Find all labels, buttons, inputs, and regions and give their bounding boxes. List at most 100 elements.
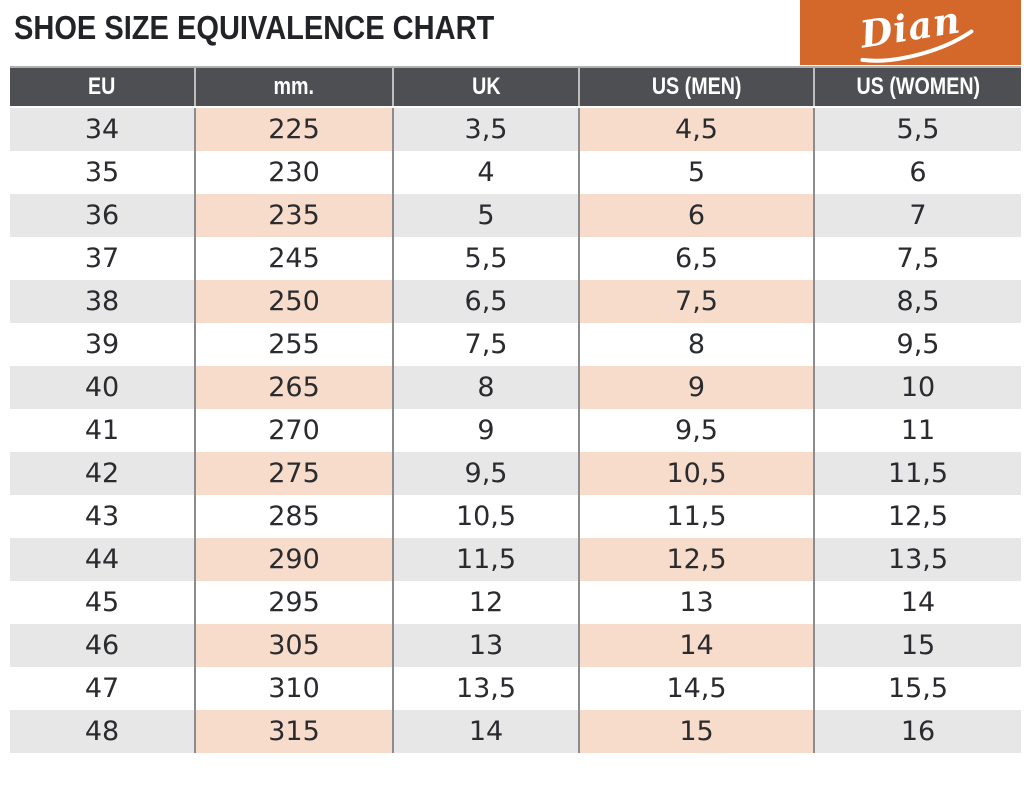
cell-mm: 230 xyxy=(194,151,393,194)
cell-eu: 37 xyxy=(10,237,195,280)
cell-uk: 12 xyxy=(392,581,579,624)
cell-us-women: 15,5 xyxy=(813,667,1021,710)
cell-mm: 290 xyxy=(194,538,393,581)
cell-us-men: 13 xyxy=(578,581,814,624)
table-row: 35 230 4 5 6 xyxy=(10,151,1021,194)
brand-logo-inner: Dian xyxy=(857,0,974,63)
cell-mm: 235 xyxy=(194,194,393,237)
cell-eu: 48 xyxy=(10,710,195,753)
cell-eu: 34 xyxy=(10,107,195,151)
cell-us-men: 12,5 xyxy=(578,538,814,581)
table-row: 38 250 6,5 7,5 8,5 xyxy=(10,280,1021,323)
column-header-label: mm. xyxy=(273,73,315,100)
size-chart-header-row: EU mm. UK US (MEN) US (WOMEN) xyxy=(10,66,1021,108)
cell-uk: 5,5 xyxy=(392,237,579,280)
cell-mm: 305 xyxy=(194,624,393,667)
cell-uk: 11,5 xyxy=(392,538,579,581)
cell-mm: 275 xyxy=(194,452,393,495)
cell-mm: 245 xyxy=(194,237,393,280)
column-header-label: US (MEN) xyxy=(651,73,742,100)
cell-us-men: 4,5 xyxy=(578,107,814,151)
cell-eu: 46 xyxy=(10,624,195,667)
cell-eu: 38 xyxy=(10,280,195,323)
cell-us-women: 11,5 xyxy=(813,452,1021,495)
logo-swash-icon xyxy=(860,29,974,63)
cell-us-women: 12,5 xyxy=(813,495,1021,538)
cell-eu: 43 xyxy=(10,495,195,538)
cell-us-men: 9 xyxy=(578,366,814,409)
cell-us-women: 7 xyxy=(813,194,1021,237)
table-row: 40 265 8 9 10 xyxy=(10,366,1021,409)
cell-uk: 13,5 xyxy=(392,667,579,710)
column-header-label: UK xyxy=(471,73,501,100)
cell-us-men: 14,5 xyxy=(578,667,814,710)
cell-mm: 315 xyxy=(194,710,393,753)
table-row: 44 290 11,5 12,5 13,5 xyxy=(10,538,1021,581)
cell-eu: 40 xyxy=(10,366,195,409)
cell-us-men: 7,5 xyxy=(578,280,814,323)
cell-uk: 9 xyxy=(392,409,579,452)
cell-eu: 35 xyxy=(10,151,195,194)
cell-eu: 47 xyxy=(10,667,195,710)
cell-mm: 265 xyxy=(194,366,393,409)
column-header-label: US (WOMEN) xyxy=(856,73,980,100)
cell-mm: 250 xyxy=(194,280,393,323)
brand-logo: Dian xyxy=(800,0,1021,65)
cell-eu: 44 xyxy=(10,538,195,581)
cell-us-men: 15 xyxy=(578,710,814,753)
table-row: 34 225 3,5 4,5 5,5 xyxy=(10,107,1021,151)
cell-us-women: 15 xyxy=(813,624,1021,667)
cell-eu: 41 xyxy=(10,409,195,452)
cell-eu: 39 xyxy=(10,323,195,366)
cell-us-men: 14 xyxy=(578,624,814,667)
table-row: 48 315 14 15 16 xyxy=(10,710,1021,753)
column-header-label: EU xyxy=(88,73,116,100)
cell-mm: 310 xyxy=(194,667,393,710)
column-header-eu: EU xyxy=(10,66,195,108)
cell-uk: 5 xyxy=(392,194,579,237)
cell-us-men: 5 xyxy=(578,151,814,194)
column-header-us-men: US (MEN) xyxy=(578,66,814,108)
table-row: 46 305 13 14 15 xyxy=(10,624,1021,667)
cell-uk: 8 xyxy=(392,366,579,409)
cell-us-women: 16 xyxy=(813,710,1021,753)
cell-uk: 6,5 xyxy=(392,280,579,323)
column-header-uk: UK xyxy=(392,66,579,108)
cell-us-women: 8,5 xyxy=(813,280,1021,323)
cell-us-men: 9,5 xyxy=(578,409,814,452)
cell-us-women: 7,5 xyxy=(813,237,1021,280)
table-row: 41 270 9 9,5 11 xyxy=(10,409,1021,452)
cell-uk: 10,5 xyxy=(392,495,579,538)
table-row: 37 245 5,5 6,5 7,5 xyxy=(10,237,1021,280)
cell-us-men: 6,5 xyxy=(578,237,814,280)
cell-us-women: 5,5 xyxy=(813,107,1021,151)
cell-mm: 225 xyxy=(194,107,393,151)
cell-uk: 9,5 xyxy=(392,452,579,495)
table-row: 45 295 12 13 14 xyxy=(10,581,1021,624)
cell-uk: 14 xyxy=(392,710,579,753)
cell-mm: 285 xyxy=(194,495,393,538)
table-row: 36 235 5 6 7 xyxy=(10,194,1021,237)
table-row: 39 255 7,5 8 9,5 xyxy=(10,323,1021,366)
cell-uk: 13 xyxy=(392,624,579,667)
cell-us-women: 13,5 xyxy=(813,538,1021,581)
cell-us-women: 11 xyxy=(813,409,1021,452)
cell-us-men: 6 xyxy=(578,194,814,237)
table-row: 43 285 10,5 11,5 12,5 xyxy=(10,495,1021,538)
cell-uk: 4 xyxy=(392,151,579,194)
cell-us-men: 10,5 xyxy=(578,452,814,495)
cell-mm: 270 xyxy=(194,409,393,452)
cell-mm: 255 xyxy=(194,323,393,366)
page-title: SHOE SIZE EQUIVALENCE CHART xyxy=(14,9,495,46)
cell-eu: 36 xyxy=(10,194,195,237)
cell-us-men: 11,5 xyxy=(578,495,814,538)
cell-us-women: 10 xyxy=(813,366,1021,409)
cell-uk: 3,5 xyxy=(392,107,579,151)
cell-us-men: 8 xyxy=(578,323,814,366)
cell-us-women: 9,5 xyxy=(813,323,1021,366)
cell-eu: 42 xyxy=(10,452,195,495)
table-row: 42 275 9,5 10,5 11,5 xyxy=(10,452,1021,495)
cell-us-women: 14 xyxy=(813,581,1021,624)
cell-eu: 45 xyxy=(10,581,195,624)
header-bar: SHOE SIZE EQUIVALENCE CHART Dian xyxy=(0,0,1024,66)
